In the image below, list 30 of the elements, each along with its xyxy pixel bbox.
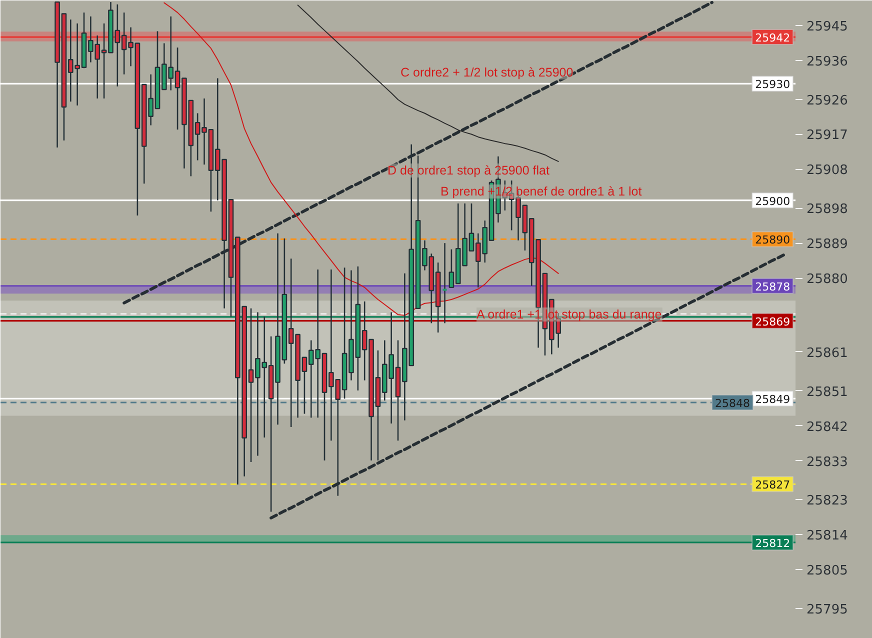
y-tick-label: 25889 [806,237,848,252]
y-tick-label: 25833 [806,454,848,470]
ref-line-label: 25827 [755,478,790,492]
y-tick-label: 25814 [806,528,848,544]
y-tick-label: 25795 [806,602,848,618]
ref-line-label: 25930 [755,78,790,92]
y-tick-label: 25851 [806,384,848,400]
y-tick-label: 25823 [806,494,848,509]
y-tick-label: 25842 [806,420,848,435]
ref-line-label: 25878 [755,280,790,294]
annotation: C ordre2 + 1/2 lot stop à 25900 [400,66,574,80]
y-tick-label: 25917 [806,128,848,144]
ref-line-label: 25848 [714,397,750,410]
y-tick-label: 25945 [806,19,848,34]
y-tick-label: 25908 [806,163,848,178]
ref-line-label: 25849 [755,393,790,406]
y-tick-label: 25898 [806,202,848,218]
y-tick-label: 25936 [806,54,848,70]
ref-line-label: 25890 [755,234,790,247]
annotation: D de ordre1 stop à 25900 flat [388,164,550,178]
y-tick-label: 25926 [806,93,848,108]
annotation: B prend +1/2 benef de ordre1 à 1 lot [440,184,642,198]
y-tick-label: 25880 [806,272,848,288]
y-tick-label: 25861 [806,346,848,361]
ref-line-label: 25900 [755,194,790,208]
ref-line-label: 25942 [755,32,790,45]
annotation: A ordre1 +1 lot stop bas du range [476,308,662,322]
y-tick-label: 25805 [806,564,848,579]
ref-line-label: 25869 [755,315,790,328]
ref-line-label: 25812 [755,536,790,550]
